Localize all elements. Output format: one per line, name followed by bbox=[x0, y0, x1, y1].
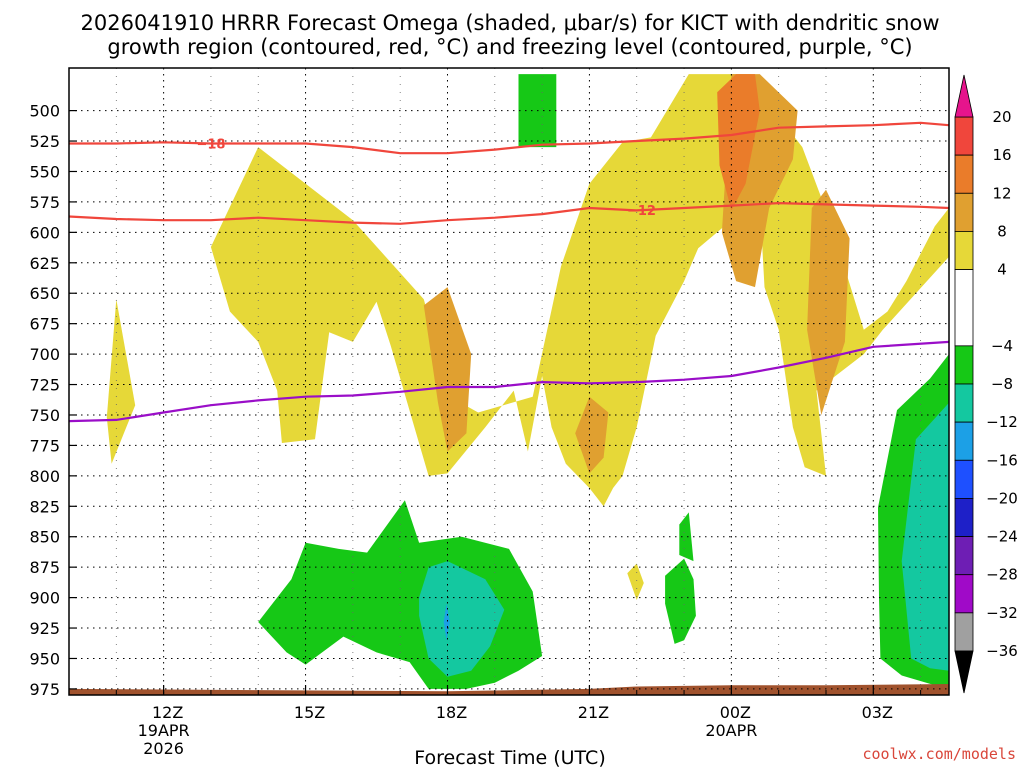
colorbar-label-12: −32 bbox=[986, 604, 1018, 622]
colorbar-segment-6 bbox=[954, 383, 974, 423]
colorbar-segment-0 bbox=[954, 116, 974, 156]
plot-area: −18 −12 bbox=[69, 68, 949, 695]
x-tick-sub1-00Z: 20APR bbox=[705, 721, 757, 740]
colorbar-label-7: −12 bbox=[986, 413, 1018, 431]
y-tick-label-775: 775 bbox=[29, 436, 60, 455]
y-tick-label-875: 875 bbox=[29, 558, 60, 577]
y-axis: 500 525 550 575 600 625 650 675 700 725 750 775 800 8… bbox=[29, 102, 77, 699]
colorbar-segment-7 bbox=[954, 421, 974, 461]
y-tick-label-800: 800 bbox=[29, 467, 60, 486]
colorbar-label-0: 20 bbox=[992, 108, 1011, 126]
omega-region-4 bbox=[575, 396, 609, 474]
omega-region-7 bbox=[717, 74, 760, 211]
terrain-layer bbox=[69, 684, 949, 695]
colorbar-label-2: 12 bbox=[992, 184, 1011, 202]
x-axis-title: Forecast Time (UTC) bbox=[414, 747, 605, 768]
colorbar-label-5: −4 bbox=[991, 337, 1013, 355]
colorbar-label-4: 4 bbox=[997, 261, 1007, 279]
dgz-contour-minus12-label: −12 bbox=[627, 204, 656, 219]
y-tick-label-700: 700 bbox=[29, 345, 60, 364]
colorbar-segment-8 bbox=[954, 459, 974, 499]
colorbar-segment-12 bbox=[954, 612, 974, 652]
colorbar-label-13: −36 bbox=[986, 642, 1018, 660]
x-tick-label-21Z: 21Z bbox=[578, 703, 609, 722]
colorbar-segment-2 bbox=[954, 192, 974, 232]
y-tick-label-950: 950 bbox=[29, 649, 60, 668]
x-tick-sub2-12Z: 2026 bbox=[143, 739, 184, 758]
colorbar-top-arrow bbox=[954, 74, 974, 118]
colorbar-segment-11 bbox=[954, 574, 974, 614]
x-tick-label-00Z: 00Z bbox=[720, 703, 751, 722]
y-tick-label-825: 825 bbox=[29, 497, 60, 516]
y-tick-label-975: 975 bbox=[29, 680, 60, 699]
x-tick-label-03Z: 03Z bbox=[862, 703, 893, 722]
y-tick-label-725: 725 bbox=[29, 376, 60, 395]
omega-region-14 bbox=[901, 402, 949, 671]
colorbar-segment-9 bbox=[954, 498, 974, 537]
dgz-contour-minus18-label: −18 bbox=[196, 137, 225, 152]
colorbar: 20 16 12 8 4 −4 −8 −12 −16 −20 −24 −28 −32 −36 bbox=[954, 74, 1018, 694]
y-tick-label-675: 675 bbox=[29, 315, 60, 334]
colorbar-label-3: 8 bbox=[997, 222, 1007, 240]
y-tick-label-750: 750 bbox=[29, 406, 60, 425]
freezing-level-contour bbox=[69, 340, 949, 423]
gridlines bbox=[69, 68, 949, 695]
y-tick-label-925: 925 bbox=[29, 619, 60, 638]
colorbar-label-9: −20 bbox=[986, 489, 1018, 507]
omega-region-9 bbox=[665, 558, 696, 644]
x-tick-label-12Z: 12Z bbox=[152, 703, 183, 722]
contour-layer: −18 −12 bbox=[69, 121, 949, 423]
x-tick-label-18Z: 18Z bbox=[436, 703, 467, 722]
y-tick-label-500: 500 bbox=[29, 102, 60, 121]
y-tick-label-600: 600 bbox=[29, 223, 60, 242]
colorbar-label-6: −8 bbox=[991, 375, 1013, 393]
colorbar-segment-5 bbox=[954, 345, 974, 385]
x-tick-sub1-12Z: 19APR bbox=[138, 721, 190, 740]
colorbar-segment-10 bbox=[954, 536, 974, 576]
chart-title-line1: 2026041910 HRRR Forecast Omega (shaded, … bbox=[81, 11, 940, 35]
omega-region-15 bbox=[443, 603, 450, 641]
dgz-contour-minus12 bbox=[69, 202, 949, 225]
omega-region-1 bbox=[106, 299, 136, 464]
chart-title-line2: growth region (contoured, red, °C) and f… bbox=[107, 35, 912, 59]
colorbar-label-10: −24 bbox=[986, 528, 1018, 546]
colorbar-label-8: −16 bbox=[986, 451, 1018, 469]
colorbar-label-11: −28 bbox=[986, 566, 1018, 584]
colorbar-label-1: 16 bbox=[992, 146, 1011, 164]
credit-text: coolwx.com/models bbox=[862, 745, 1016, 763]
colorbar-segment-4 bbox=[954, 269, 974, 347]
y-tick-label-525: 525 bbox=[29, 132, 60, 151]
y-tick-label-575: 575 bbox=[29, 193, 60, 212]
y-tick-label-625: 625 bbox=[29, 254, 60, 273]
dgz-contour-minus18 bbox=[69, 121, 949, 155]
y-tick-label-650: 650 bbox=[29, 284, 60, 303]
y-tick-label-850: 850 bbox=[29, 528, 60, 547]
x-tick-label-15Z: 15Z bbox=[294, 703, 325, 722]
omega-region-10 bbox=[679, 512, 694, 562]
colorbar-segment-1 bbox=[954, 154, 974, 194]
omega-region-2 bbox=[627, 563, 644, 600]
colorbar-bottom-arrow bbox=[954, 650, 974, 694]
colorbar-segment-3 bbox=[954, 231, 974, 270]
plot-frame bbox=[68, 67, 950, 696]
omega-region-13 bbox=[419, 561, 505, 677]
terrain-surface bbox=[69, 684, 949, 695]
y-tick-label-550: 550 bbox=[29, 162, 60, 181]
y-tick-label-900: 900 bbox=[29, 589, 60, 608]
